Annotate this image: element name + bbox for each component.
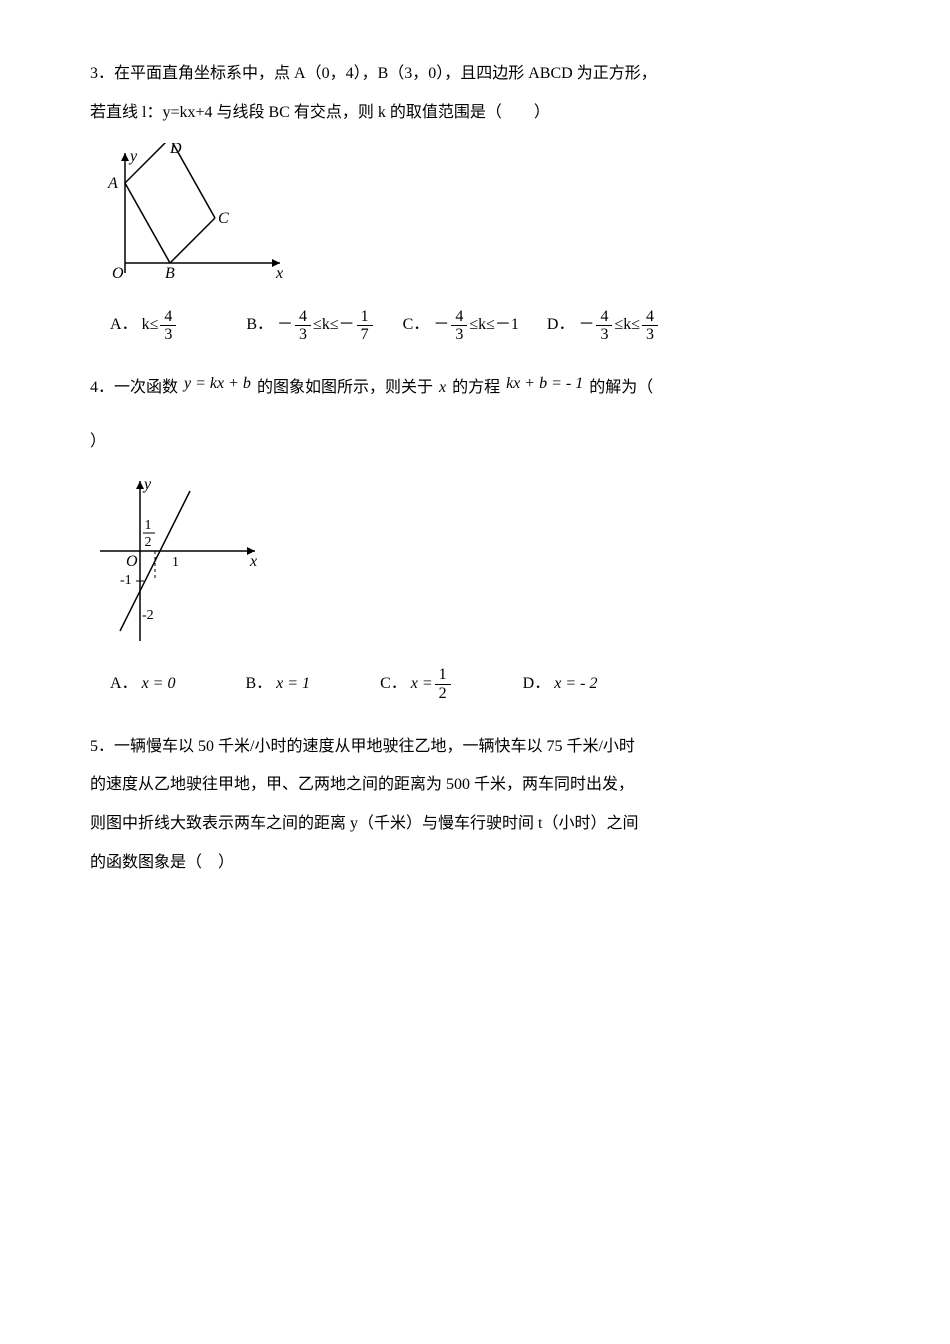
q3-opt-d: D． － 43 ≤k≤ 43 [547,308,660,344]
q3-line2: 若直线 l：y=kx+4 与线段 BC 有交点，则 k 的取值范围是（ ） [90,99,860,128]
question-4: 4．一次函数 y = kx + b 的图象如图所示，则关于 x 的方程 kx +… [90,374,860,703]
svg-text:B: B [165,265,175,282]
svg-text:-2: -2 [142,608,154,623]
q3-opt-b: B． － 43 ≤k≤－ 17 [246,308,374,344]
svg-text:1: 1 [145,518,152,533]
svg-text:O: O [112,265,124,282]
q5-line2: 的速度从乙地驶往甲地，甲、乙两地之间的距离为 500 千米，两车同时出发， [90,771,860,800]
q3-opt-a: A． k≤ 43 [110,308,178,344]
svg-text:C: C [218,210,229,227]
svg-text:x: x [275,265,283,282]
svg-text:-1: -1 [120,573,132,588]
q4-expr2: kx + b = - 1 [506,375,583,392]
svg-text:1: 1 [172,555,179,570]
q4-opt-d: D． x = - 2 [523,670,598,699]
svg-text:y: y [128,148,138,165]
q4-number: 4． [90,379,114,396]
q3-opt-c: C． － 43 ≤k≤－1 [403,308,519,344]
q3-number: 3． [90,65,114,82]
question-3: 3．在平面直角坐标系中，点 A（0，4），B（3，0），且四边形 ABCD 为正… [90,60,860,344]
q4-opt-a: A． x = 0 [110,670,175,699]
q4-figure: y x O 1 2 1 -1 -2 [90,471,860,651]
q4-options: A． x = 0 B． x = 1 C． x = 12 D． x = - 2 [90,666,860,702]
q4-expr1: y = kx + b [184,375,251,392]
question-3-text: 3．在平面直角坐标系中，点 A（0，4），B（3，0），且四边形 ABCD 为正… [90,60,860,89]
question-5: 5．一辆慢车以 50 千米/小时的速度从甲地驶往乙地，一辆快车以 75 千米/小… [90,733,860,878]
q3-figure: y x O A B C D [90,143,860,293]
q4-opt-c: C． x = 12 [380,666,453,702]
q5-number: 5． [90,738,114,755]
q4-line1: 4．一次函数 y = kx + b 的图象如图所示，则关于 x 的方程 kx +… [90,374,860,403]
q5-line1: 5．一辆慢车以 50 千米/小时的速度从甲地驶往乙地，一辆快车以 75 千米/小… [90,733,860,762]
svg-text:2: 2 [145,535,152,550]
frac: 43 [160,308,176,344]
q4-opt-b: B． x = 1 [245,670,310,699]
q3-svg: y x O A B C D [90,143,290,293]
q4-svg: y x O 1 2 1 -1 -2 [90,471,270,651]
q5-line4: 的函数图象是（ ） [90,849,860,878]
svg-text:y: y [142,476,152,493]
svg-text:x: x [249,553,257,570]
q5-line3: 则图中折线大致表示两车之间的距离 y（千米）与慢车行驶时间 t（小时）之间 [90,810,860,839]
q4-line2: ） [90,428,860,457]
svg-text:A: A [107,175,118,192]
svg-text:O: O [126,553,138,570]
q3-options: A． k≤ 43 B． － 43 ≤k≤－ 17 C． － 43 ≤k≤－1 D… [90,308,860,344]
q3-line1: 在平面直角坐标系中，点 A（0，4），B（3，0），且四边形 ABCD 为正方形… [114,65,657,82]
svg-text:D: D [169,143,182,157]
